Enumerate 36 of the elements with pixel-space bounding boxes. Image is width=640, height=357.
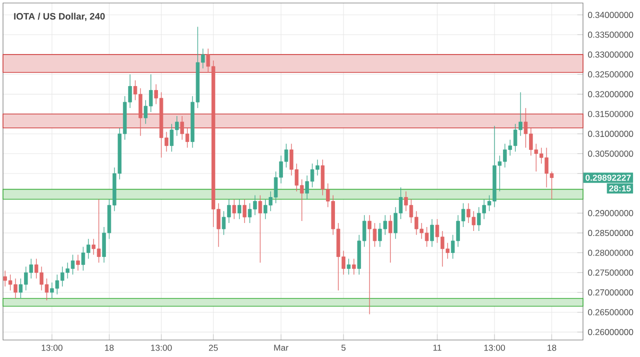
x-tick-label: 13:00 <box>42 344 62 351</box>
candlestick <box>430 218 434 248</box>
y-tick-label: 0.27000000 <box>588 289 634 296</box>
x-tick-label: 13:00 <box>484 344 505 351</box>
candlestick <box>76 254 80 271</box>
x-tick-label: 18 <box>548 344 556 351</box>
y-tick-label: 0.32500000 <box>588 71 634 78</box>
text: 0.29892227 <box>586 174 631 181</box>
y-tick-label: 0.28500000 <box>588 230 634 236</box>
candlestick <box>242 198 246 224</box>
candlestick <box>258 194 262 264</box>
y-tick-label: 0.26500000 <box>588 309 634 316</box>
candlestick <box>238 198 242 220</box>
y-tick-label: 0.34000000 <box>588 12 634 18</box>
x-tick-label: 18 <box>105 344 114 351</box>
candlestick <box>388 214 392 264</box>
y-tick-label: 0.31000000 <box>588 130 634 137</box>
x-tick-label: 25 <box>208 344 218 351</box>
text: 28:15 <box>609 185 631 192</box>
candlestick <box>232 198 236 220</box>
x-tick-label: 5 <box>341 344 346 351</box>
y-tick-label: 0.28000000 <box>588 250 634 256</box>
y-tick-label: 0.27500000 <box>588 270 634 276</box>
y-tick-label: 0.26000000 <box>588 328 634 336</box>
candlestick <box>352 258 356 275</box>
y-tick-label: 0.30500000 <box>588 150 634 157</box>
x-tick-label: Mar <box>274 344 288 351</box>
y-tick-label: 0.29000000 <box>588 210 634 216</box>
x-tick-label: 13:00 <box>151 344 172 351</box>
candlestick <box>346 258 351 275</box>
y-tick-label: 0.33000000 <box>588 51 634 58</box>
x-tick-label: 11 <box>433 344 442 351</box>
y-tick-label: 0.33500000 <box>588 32 634 38</box>
text: IOTA / US Dollar, 240 <box>14 12 105 21</box>
y-tick-label: 0.31500000 <box>588 110 634 118</box>
y-tick-label: 0.32000000 <box>588 91 634 98</box>
